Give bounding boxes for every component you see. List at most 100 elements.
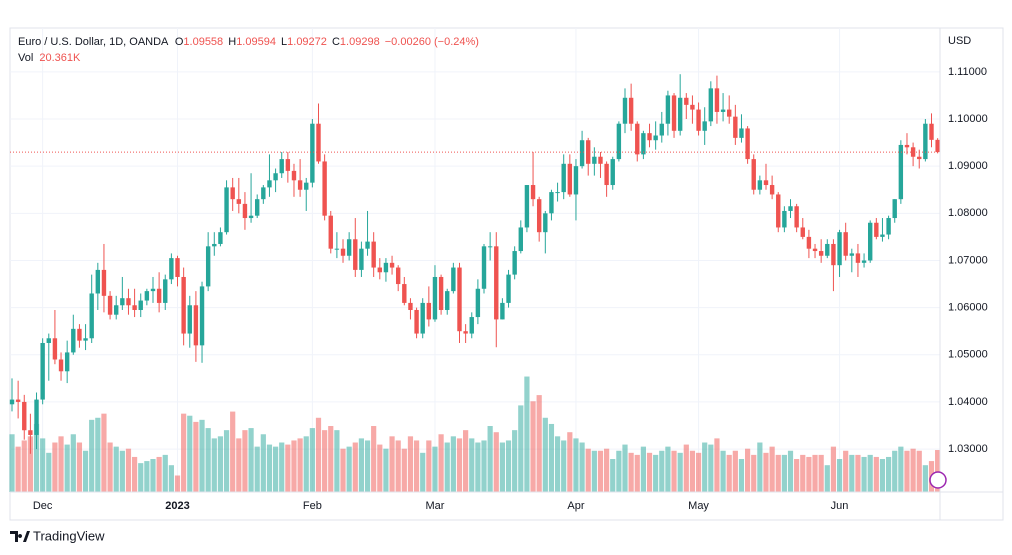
volume-bar bbox=[653, 454, 659, 492]
volume-bar bbox=[89, 419, 95, 492]
candle-body bbox=[279, 159, 284, 174]
candle-body bbox=[297, 180, 303, 190]
volume-bar bbox=[665, 446, 671, 492]
volume-bar bbox=[426, 440, 432, 492]
candle-body bbox=[236, 199, 242, 204]
volume-bar bbox=[138, 463, 144, 492]
candle-body bbox=[383, 262, 389, 273]
volume-bar bbox=[487, 426, 493, 492]
volume-bar bbox=[505, 440, 512, 492]
volume-bar bbox=[671, 450, 677, 492]
volume-bar bbox=[763, 452, 769, 492]
ohlc-value: 1.09594 bbox=[236, 36, 276, 48]
candle-body bbox=[782, 210, 787, 228]
candle-body bbox=[665, 95, 671, 124]
candle-body bbox=[481, 246, 487, 289]
candle-body bbox=[684, 97, 689, 105]
volume-bar bbox=[573, 438, 579, 492]
candle-body bbox=[267, 180, 272, 188]
candle-body bbox=[757, 180, 763, 190]
volume-bar bbox=[800, 454, 806, 492]
volume-bar bbox=[818, 454, 824, 492]
candle-body bbox=[904, 144, 910, 148]
candle-body bbox=[776, 194, 781, 228]
volume-bar bbox=[708, 444, 714, 492]
candle-body bbox=[825, 243, 830, 256]
volume-bar bbox=[683, 444, 689, 492]
y-tick-label: 1.04000 bbox=[948, 396, 988, 408]
volume-bar bbox=[328, 426, 334, 492]
candle-body bbox=[671, 95, 677, 131]
candle-body bbox=[592, 156, 597, 164]
candle-body bbox=[555, 192, 560, 194]
candle-body bbox=[622, 97, 628, 124]
candle-body bbox=[530, 185, 536, 200]
volume-bar bbox=[413, 440, 420, 492]
volume-bar bbox=[322, 430, 328, 492]
candle-body bbox=[843, 232, 848, 256]
candle-body bbox=[653, 135, 658, 141]
volume-bar bbox=[377, 444, 383, 492]
volume-bar bbox=[101, 413, 107, 492]
candle-body bbox=[156, 288, 162, 303]
candle-body bbox=[855, 253, 861, 263]
candle-body bbox=[242, 203, 248, 219]
volume-bar bbox=[334, 430, 340, 492]
volume-bar bbox=[303, 436, 309, 492]
volume-bar bbox=[732, 450, 738, 492]
volume-bar bbox=[879, 459, 886, 492]
candle-body bbox=[788, 206, 793, 211]
volume-bar bbox=[156, 456, 162, 492]
volume-bar bbox=[15, 446, 21, 492]
volume-bar bbox=[76, 442, 83, 492]
volume-bar bbox=[438, 434, 444, 492]
volume-bar bbox=[493, 432, 499, 492]
candle-body bbox=[334, 248, 340, 250]
candle-body bbox=[586, 140, 591, 164]
volume-bar bbox=[205, 428, 211, 492]
candle-body bbox=[898, 144, 904, 200]
volume-bar bbox=[469, 438, 475, 492]
events-icon[interactable] bbox=[929, 471, 947, 489]
ohlc-key: L bbox=[281, 36, 287, 48]
candle-body bbox=[218, 232, 223, 244]
candle-body bbox=[886, 218, 891, 235]
candle-body bbox=[769, 185, 775, 195]
volume-bar bbox=[27, 436, 33, 492]
candle-body bbox=[438, 276, 444, 310]
volume-bar bbox=[144, 461, 150, 492]
volume-bar bbox=[254, 446, 260, 492]
volume-bar bbox=[745, 448, 751, 492]
volume-bar bbox=[358, 438, 365, 492]
volume-bar bbox=[585, 448, 591, 492]
candle-body bbox=[420, 302, 425, 334]
volume-bar bbox=[230, 411, 236, 492]
candle-body bbox=[205, 246, 211, 287]
volume-bar bbox=[830, 446, 837, 492]
ohlc-key: O bbox=[175, 36, 184, 48]
volume-bar bbox=[548, 423, 555, 492]
volume-bar bbox=[223, 430, 230, 492]
candle-body bbox=[212, 243, 217, 247]
candle-body bbox=[641, 133, 646, 155]
volume-bar bbox=[787, 450, 794, 492]
currency-label: USD bbox=[948, 35, 971, 47]
volume-value: 20.361K bbox=[39, 52, 81, 64]
x-tick-label: Dec bbox=[33, 500, 53, 512]
volume-key: Vol bbox=[18, 52, 33, 64]
candle-body bbox=[696, 109, 701, 131]
ohlc-key: H bbox=[228, 36, 236, 48]
candle-body bbox=[230, 187, 235, 200]
candle-body bbox=[371, 241, 376, 268]
volume-bar bbox=[659, 450, 665, 492]
candle-body bbox=[561, 163, 566, 193]
volume-bar bbox=[199, 419, 205, 492]
volume-bar bbox=[873, 456, 879, 492]
volume-bar bbox=[695, 452, 702, 492]
candle-body bbox=[506, 274, 511, 303]
candle-body bbox=[71, 328, 76, 353]
candle-body bbox=[628, 97, 634, 124]
candle-body bbox=[9, 399, 15, 405]
x-tick-label: May bbox=[688, 500, 709, 512]
